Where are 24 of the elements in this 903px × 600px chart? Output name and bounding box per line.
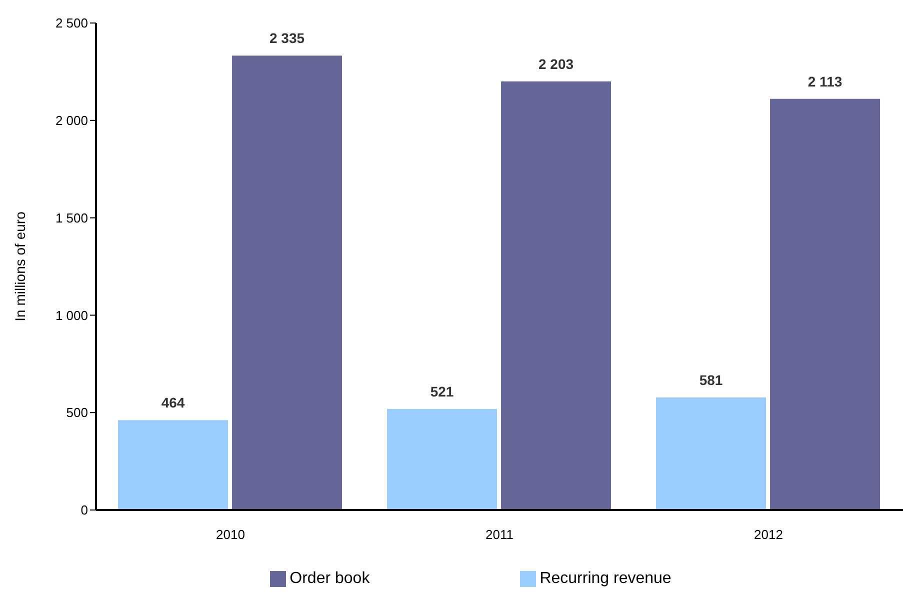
bar [117, 419, 230, 510]
bar [655, 396, 768, 510]
y-tick-label: 2 500 [55, 16, 88, 31]
legend-label: Order book [290, 570, 370, 587]
bar [769, 98, 882, 510]
bar [231, 54, 344, 510]
y-tick-label: 0 [80, 502, 88, 518]
data-label: 464 [161, 394, 185, 411]
y-tick-label: 500 [66, 405, 88, 420]
y-tick-label: 1 000 [55, 308, 88, 323]
x-tick-label: 2012 [754, 527, 783, 542]
bar [386, 408, 498, 510]
data-label: 521 [430, 384, 454, 400]
data-label: 581 [699, 372, 723, 388]
bar [500, 80, 612, 510]
y-tick-label: 1 500 [55, 210, 88, 226]
data-label: 2 203 [538, 56, 574, 72]
y-tick-label: 2 000 [55, 113, 88, 128]
data-label: 2 335 [269, 30, 305, 46]
x-tick-label: 2010 [216, 527, 245, 542]
data-label: 2 113 [808, 73, 842, 90]
x-tick-label: 2011 [486, 527, 514, 542]
legend-label: Recurring revenue [540, 570, 672, 587]
y-axis-title: In millions of euro [12, 211, 28, 322]
